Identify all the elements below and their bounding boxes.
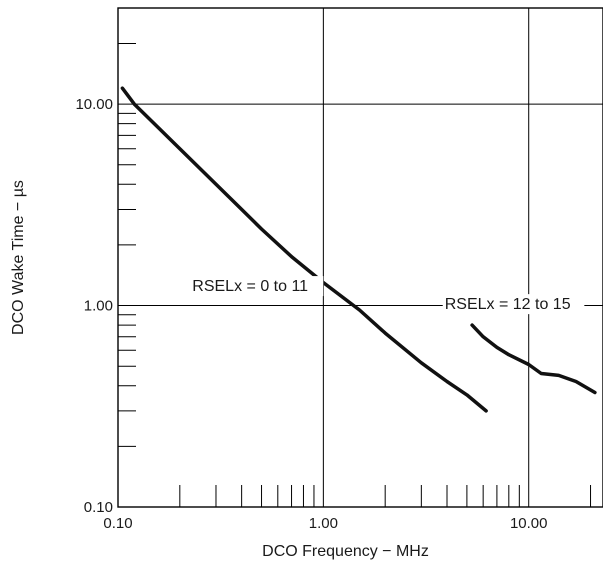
x-tick-label: 10.00 [510, 515, 548, 532]
minor-ticks [118, 42, 592, 507]
y-tick-label: 1.00 [84, 298, 113, 315]
x-axis-label: DCO Frequency − MHz [262, 543, 429, 560]
annotation-bg [442, 294, 585, 315]
x-tick-label: 1.00 [309, 515, 338, 532]
y-tick-label: 0.10 [84, 499, 113, 516]
series-line-1 [120, 86, 488, 413]
tick-label-layer: 0.10 1.00 10.00 0.10 1.00 10.00 [75, 96, 547, 532]
series-layer [120, 86, 597, 413]
annotation-label-2: RSELx = 12 to 15 [445, 296, 571, 313]
grid-layer [118, 8, 603, 507]
annotation-bg [190, 276, 324, 297]
annotation-label-1: RSELx = 0 to 11 [192, 278, 308, 295]
annotation-layer: RSELx = 0 to 11 RSELx = 12 to 15 [190, 276, 585, 315]
series-line-2 [470, 323, 597, 395]
plot-frame [117, 7, 603, 508]
x-tick-label: 0.10 [103, 515, 132, 532]
y-tick-label: 10.00 [75, 96, 113, 113]
y-axis-label: DCO Wake Time − µs [10, 180, 27, 335]
